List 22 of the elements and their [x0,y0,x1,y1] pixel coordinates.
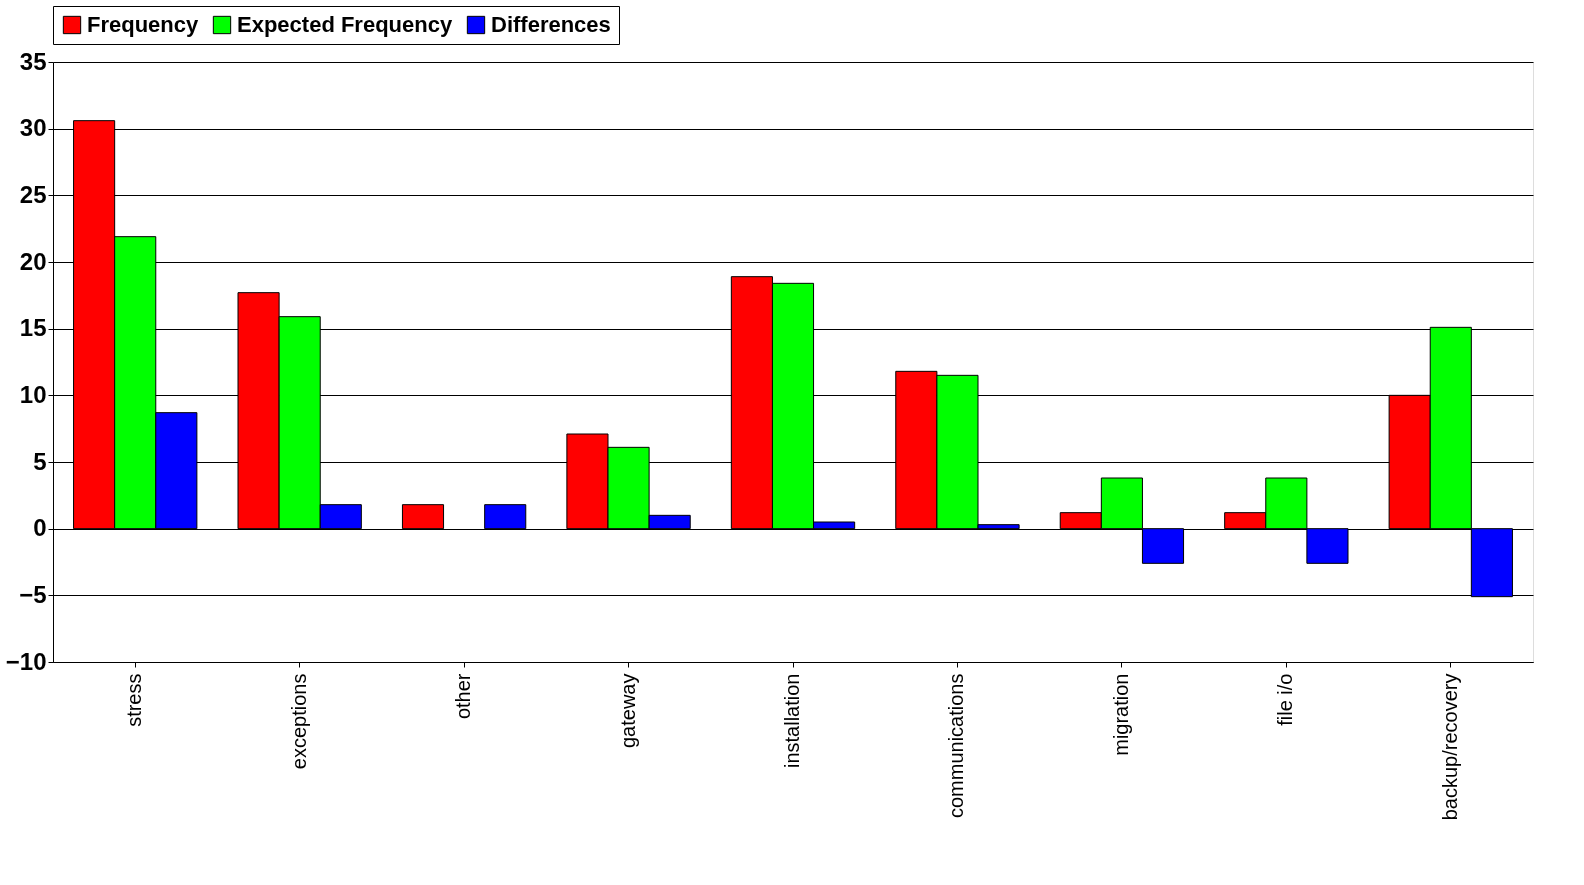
x-tick-label: installation [781,673,803,769]
x-tick-label: other [452,673,475,720]
x-tick-label: migration [1109,673,1132,756]
y-tick-label: 30 [19,114,47,142]
x-tick-label: exceptions [287,673,310,770]
legend-label: Frequency [87,12,200,37]
legend-label: Expected Frequency [237,12,453,37]
y-tick-label: −10 [5,647,47,675]
x-tick-label: communications [945,673,968,819]
x-tick-label: file i/o [1274,673,1297,726]
y-tick-label: −5 [19,580,47,608]
y-tick-label: 0 [33,514,47,542]
y-tick-label: 15 [19,314,47,342]
y-tick-label: 25 [19,180,47,208]
y-tick-label: 10 [19,380,47,408]
y-tick-label: 35 [19,47,47,75]
x-tick-label: backup/recovery [1438,673,1461,821]
x-tick-label: gateway [616,673,639,748]
legend-label: Differences [491,12,611,37]
x-tick-label: stress [123,673,146,727]
y-tick-label: 5 [33,447,47,475]
y-tick-label: 20 [19,247,47,275]
